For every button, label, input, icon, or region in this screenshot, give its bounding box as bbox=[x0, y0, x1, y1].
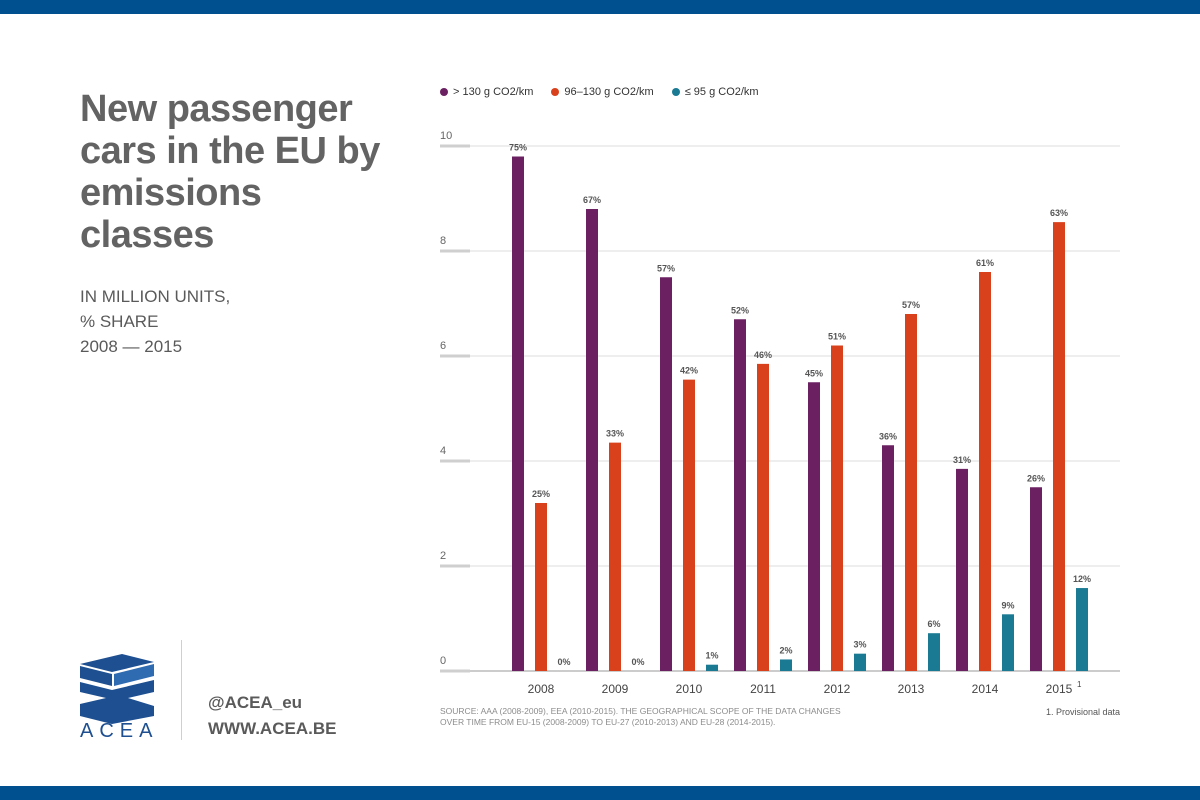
twitter-handle[interactable]: @ACEA_eu bbox=[208, 693, 303, 712]
data-label: 45% bbox=[805, 368, 823, 378]
bar-1-2008 bbox=[535, 503, 547, 671]
legend-swatch-over-130 bbox=[440, 88, 448, 96]
y-tick-label: 8 bbox=[440, 235, 446, 247]
legend-label-over-130: > 130 g CO2/km bbox=[453, 86, 534, 98]
subtitle-line-units: IN MILLION UNITS, bbox=[80, 287, 231, 306]
data-label: 12% bbox=[1073, 574, 1091, 584]
y-tick-label: 4 bbox=[440, 445, 446, 457]
subtitle-line-share: % SHARE bbox=[80, 312, 159, 331]
x-tick-label: 2014 bbox=[972, 682, 999, 696]
bar-1-2009 bbox=[609, 442, 621, 671]
x-tick-label: 2012 bbox=[824, 682, 851, 696]
bar-0-2015 bbox=[1030, 487, 1042, 671]
bar-0-2014 bbox=[956, 468, 968, 671]
data-label: 57% bbox=[657, 263, 675, 273]
top-brand-bar bbox=[0, 0, 1200, 14]
x-tick-label: 2009 bbox=[602, 682, 629, 696]
bar-0-2011 bbox=[734, 319, 746, 671]
y-tick-label: 2 bbox=[440, 550, 446, 562]
logo-wordmark: ACEA bbox=[80, 720, 159, 742]
bar-1-2014 bbox=[979, 272, 991, 671]
data-label: 67% bbox=[583, 195, 601, 205]
data-label: 46% bbox=[754, 350, 772, 360]
provisional-footnote: 1. Provisional data bbox=[1045, 707, 1120, 717]
chart-legend: > 130 g CO2/km 96–130 g CO2/km ≤ 95 g CO… bbox=[440, 86, 759, 98]
data-label: 42% bbox=[680, 366, 698, 376]
bar-1-2012 bbox=[831, 345, 843, 671]
data-label: 1% bbox=[705, 651, 718, 661]
website-link[interactable]: WWW.ACEA.BE bbox=[208, 719, 337, 738]
data-label: 75% bbox=[509, 143, 527, 153]
source-note: SOURCE: AAA (2008-2009), EEA (2010-2015)… bbox=[440, 706, 860, 728]
subtitle: IN MILLION UNITS, % SHARE 2008 — 2015 bbox=[80, 284, 380, 359]
x-tick-label: 2013 bbox=[898, 682, 925, 696]
source-label: SOURCE: bbox=[440, 706, 479, 716]
legend-item-96-130: 96–130 g CO2/km bbox=[551, 86, 654, 98]
bar-0-2010 bbox=[660, 277, 672, 671]
contact-block: @ACEA_eu WWW.ACEA.BE bbox=[208, 690, 336, 742]
bar-1-2015 bbox=[1053, 222, 1065, 671]
legend-label-96-130: 96–130 g CO2/km bbox=[564, 86, 654, 98]
data-label: 33% bbox=[606, 429, 624, 439]
bar-0-2012 bbox=[808, 382, 820, 671]
data-label: 57% bbox=[902, 300, 920, 310]
acea-logo-icon bbox=[80, 654, 154, 724]
bar-1-2011 bbox=[757, 363, 769, 671]
legend-label-under-95: ≤ 95 g CO2/km bbox=[684, 86, 759, 98]
legend-item-under-95: ≤ 95 g CO2/km bbox=[671, 86, 759, 98]
data-label: 0% bbox=[557, 657, 570, 667]
legend-swatch-96-130 bbox=[551, 88, 560, 96]
data-label: 31% bbox=[953, 455, 971, 465]
bar-2-2010 bbox=[706, 664, 718, 671]
bar-2-2011 bbox=[780, 659, 792, 671]
data-label: 51% bbox=[828, 332, 846, 342]
data-label: 61% bbox=[976, 258, 994, 268]
legend-swatch-under-95 bbox=[671, 88, 680, 96]
page-title: New passenger cars in the EU by emission… bbox=[80, 88, 380, 256]
x-tick-label: 2011 bbox=[750, 682, 776, 696]
x-tick-label: 2010 bbox=[676, 682, 703, 696]
bar-0-2013 bbox=[882, 445, 894, 671]
footer-divider bbox=[181, 640, 182, 740]
data-label: 36% bbox=[879, 431, 897, 441]
x-tick-label: 2015 bbox=[1046, 682, 1073, 696]
bar-2-2015 bbox=[1076, 588, 1088, 671]
data-label: 26% bbox=[1027, 473, 1045, 483]
data-label: 2% bbox=[779, 645, 792, 655]
data-label: 63% bbox=[1050, 208, 1068, 218]
bar-2-2014 bbox=[1002, 614, 1014, 671]
bar-0-2009 bbox=[586, 209, 598, 671]
subtitle-line-years: 2008 — 2015 bbox=[80, 337, 183, 356]
bottom-brand-bar bbox=[0, 786, 1200, 800]
data-label: 6% bbox=[927, 619, 940, 629]
data-label: 9% bbox=[1001, 600, 1014, 610]
bar-2-2012 bbox=[854, 653, 866, 671]
bar-1-2013 bbox=[905, 314, 917, 671]
data-label: 0% bbox=[631, 657, 644, 667]
y-tick-label: 0 bbox=[440, 655, 446, 667]
bar-2-2013 bbox=[928, 633, 940, 671]
source-text: AAA (2008-2009), EEA (2010-2015). THE GE… bbox=[440, 706, 841, 727]
bar-chart: 0 2 4 6 8 10 75% 25% 0% 2008 67% 33% 0% 2009 57% 42% 1% 2… bbox=[440, 130, 1120, 696]
x-tick-superscript: 1 bbox=[1077, 680, 1082, 689]
y-tick-label: 10 bbox=[440, 130, 452, 142]
data-label: 3% bbox=[853, 640, 866, 650]
bar-1-2010 bbox=[683, 379, 695, 671]
bar-0-2008 bbox=[512, 156, 524, 671]
x-tick-label: 2008 bbox=[528, 682, 555, 696]
legend-item-over-130: > 130 g CO2/km bbox=[440, 86, 533, 98]
data-label: 25% bbox=[532, 489, 550, 499]
y-tick-label: 6 bbox=[440, 340, 446, 352]
data-label: 52% bbox=[731, 305, 749, 315]
